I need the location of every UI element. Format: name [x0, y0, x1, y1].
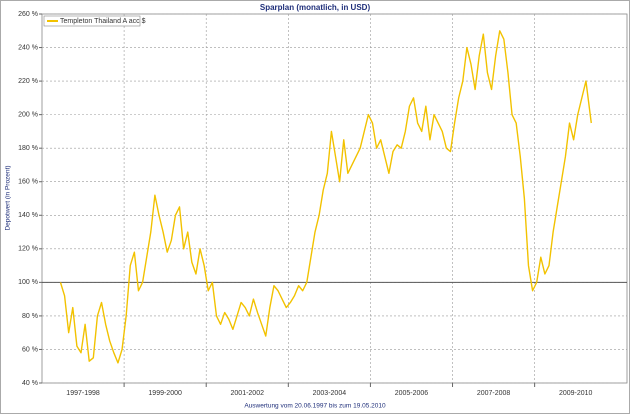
y-tick-label: 80 % — [22, 313, 38, 320]
y-tick-label: 40 % — [22, 380, 38, 387]
y-tick-label: 260 % — [18, 11, 38, 18]
y-tick-label: 240 % — [18, 44, 38, 51]
y-tick-label: 180 % — [18, 145, 38, 152]
data-line — [59, 30, 592, 364]
x-axis-title: Auswertung vom 20.06.1997 bis zum 19.05.… — [244, 403, 386, 410]
x-tick-label: 2001-2002 — [231, 390, 265, 397]
y-tick-label: 60 % — [22, 346, 38, 353]
chart-title: Sparplan (monatlich, in USD) — [260, 3, 371, 12]
x-tick-label: 1999-2000 — [148, 390, 182, 397]
y-tick-label: 200 % — [18, 111, 38, 118]
x-tick-label: 2007-2008 — [477, 390, 511, 397]
x-tick-label: 2003-2004 — [313, 390, 347, 397]
legend-label: Templeton Thailand A acc $ — [60, 18, 146, 25]
y-tick-label: 220 % — [18, 78, 38, 85]
plot-area — [41, 13, 628, 384]
y-tick-label: 140 % — [18, 212, 38, 219]
x-tick-label: 2005-2006 — [395, 390, 429, 397]
y-tick-label: 160 % — [18, 179, 38, 186]
legend-box — [43, 15, 141, 27]
y-tick-label: 100 % — [18, 279, 38, 286]
x-tick-label: 2009-2010 — [559, 390, 593, 397]
y-tick-label: 120 % — [18, 246, 38, 253]
y-axis-title: Depotwert (in Prozent) — [5, 165, 12, 230]
x-tick-label: 1997-1998 — [66, 390, 100, 397]
